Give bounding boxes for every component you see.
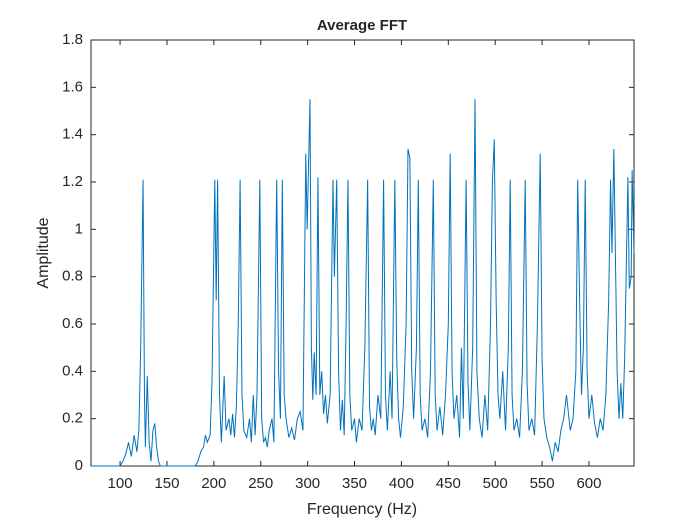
chart-title: Average FFT (317, 17, 407, 34)
y-tick-label: 0.6 (62, 315, 83, 332)
x-tick-label: 500 (483, 475, 508, 492)
x-tick-label: 450 (436, 475, 461, 492)
y-tick-label: 1.6 (62, 78, 83, 95)
x-tick-label: 100 (108, 475, 133, 492)
y-axis-label: Amplitude (35, 217, 52, 288)
x-tick-label: 150 (154, 475, 179, 492)
y-tick-label: 0.8 (62, 268, 83, 285)
x-tick-label: 250 (248, 475, 273, 492)
y-tick-label: 1.4 (62, 126, 83, 143)
y-tick-label: 0 (75, 457, 83, 474)
y-tick-label: 0.4 (62, 362, 83, 379)
x-tick-label: 550 (530, 475, 555, 492)
data-line (91, 99, 635, 467)
y-tick-label: 0.2 (62, 410, 83, 427)
x-tick-label: 400 (389, 475, 414, 492)
x-tick-label: 200 (201, 475, 226, 492)
x-axis-label: Frequency (Hz) (307, 501, 417, 518)
y-tick-label: 1.8 (62, 31, 83, 48)
x-tick-label: 600 (576, 475, 601, 492)
x-tick-label: 350 (342, 475, 367, 492)
y-tick-label: 1.2 (62, 173, 83, 190)
x-tick-label: 300 (295, 475, 320, 492)
y-tick-label: 1 (75, 220, 83, 237)
